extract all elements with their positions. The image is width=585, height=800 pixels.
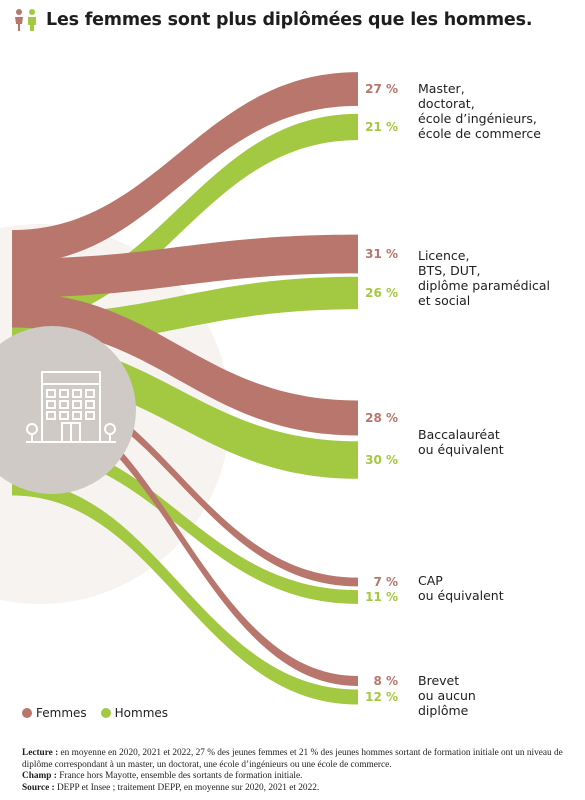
value-label-hommes-brevet: 12 % — [365, 690, 398, 704]
legend-item-hommes: Hommes — [100, 706, 169, 720]
flows-layer — [12, 72, 358, 705]
category-label-master-line-1: Master, — [418, 81, 465, 96]
category-label-master-line-2: doctorat, — [418, 96, 475, 111]
note-champ-label: Champ : — [22, 771, 57, 782]
category-label-bac-line-1: Baccalauréat — [418, 427, 500, 442]
category-label-cap-line-1: CAP — [418, 573, 443, 588]
legend: Femmes Hommes — [22, 706, 182, 720]
note-lecture-label: Lecture : — [22, 748, 59, 758]
legend-swatch-femmes — [22, 708, 32, 718]
building-icon — [26, 371, 116, 443]
flow-femmes-bac — [12, 292, 358, 436]
flow-hommes-master — [12, 113, 358, 325]
flow-hommes-brevet — [12, 480, 358, 705]
flow-femmes-cap — [12, 375, 358, 587]
value-label-hommes-licence: 26 % — [365, 286, 398, 300]
category-label-licence-line-2: BTS, DUT, — [418, 263, 480, 278]
category-label-brevet-line-2: ou aucun — [418, 688, 476, 703]
value-label-femmes-licence: 31 % — [365, 247, 398, 261]
note-source-text: DEPP et Insee ; traitement DEPP, en moye… — [54, 782, 320, 793]
origin-circle — [0, 326, 136, 494]
category-label-brevet-line-3: diplôme — [418, 703, 469, 718]
flow-femmes-licence — [12, 234, 358, 298]
note-champ-text: France hors Mayotte, ensemble des sortan… — [56, 771, 303, 782]
value-label-hommes-master: 21 % — [365, 120, 398, 134]
category-label-bac-line-2: ou équivalent — [418, 442, 504, 457]
category-label-master-line-4: école de commerce — [418, 126, 541, 141]
legend-swatch-hommes — [100, 708, 111, 718]
origin-node — [0, 326, 136, 494]
category-label-licence-line-3: diplôme paramédical — [418, 278, 550, 293]
title-area: Les femmes sont plus diplômées que les h… — [12, 6, 532, 34]
flow-femmes-master — [12, 72, 358, 264]
value-label-hommes-cap: 11 % — [365, 590, 398, 604]
legend-label-hommes: Hommes — [114, 706, 169, 720]
value-label-femmes-cap: 7 % — [373, 575, 398, 589]
category-label-licence-line-4: et social — [418, 293, 470, 308]
value-label-femmes-master: 27 % — [365, 82, 398, 96]
women-men-icon — [15, 9, 36, 31]
category-label-master-line-3: école d’ingénieurs, — [418, 111, 537, 126]
legend-item-femmes: Femmes — [22, 706, 87, 720]
labels-layer: 27 % 31 % 28 % 7 % 8 % 21 % 26 % 30 % 11 % 12 % Ma… — [365, 81, 550, 718]
note-source: Source : DEPP et Insee ; traitement DEPP… — [22, 783, 578, 795]
note-champ: Champ : France hors Mayotte, ensemble de… — [22, 771, 578, 783]
sankey-chart: 27 % 31 % 28 % 7 % 8 % 21 % 26 % 30 % 11 % 12 % Ma… — [0, 72, 550, 718]
flow-hommes-cap — [12, 437, 358, 604]
category-label-cap-line-2: ou équivalent — [418, 588, 504, 603]
chart-title: Les femmes sont plus diplômées que les h… — [46, 10, 533, 30]
value-label-femmes-bac: 28 % — [365, 411, 398, 425]
notes: Lecture : en moyenne en 2020, 2021 et 20… — [22, 748, 578, 794]
category-label-brevet-line-1: Brevet — [418, 673, 459, 688]
value-label-hommes-bac: 30 % — [365, 453, 398, 467]
legend-label-femmes: Femmes — [36, 706, 87, 720]
value-label-femmes-brevet: 8 % — [373, 674, 398, 688]
note-lecture-text: en moyenne en 2020, 2021 et 2022, 27 % d… — [22, 748, 563, 770]
note-lecture: Lecture : en moyenne en 2020, 2021 et 20… — [22, 748, 578, 771]
category-label-licence-line-1: Licence, — [418, 248, 469, 263]
note-source-label: Source : — [22, 782, 55, 793]
